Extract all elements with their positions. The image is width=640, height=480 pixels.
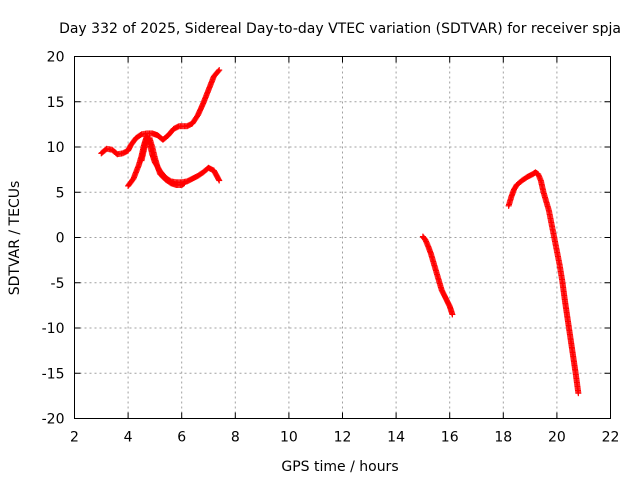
y-tick-label: 5 (56, 185, 65, 201)
y-tick-label: -10 (42, 321, 65, 337)
data-point (575, 390, 582, 397)
x-tick-label: 18 (494, 430, 512, 446)
data-point-sample (180, 180, 187, 187)
chart-title: Day 332 of 2025, Sidereal Day-to-day VTE… (59, 21, 621, 37)
x-tick-label: 16 (441, 430, 459, 446)
grid-lines (74, 56, 611, 419)
y-tick-label: -20 (42, 412, 65, 428)
x-tick-label: 2 (70, 430, 79, 446)
data-point-sample (215, 68, 222, 75)
data-point (449, 311, 456, 318)
y-tick-label: -5 (51, 276, 65, 292)
x-tick-label: 14 (387, 430, 405, 446)
y-axis-label: SDTVAR / TECUs (7, 181, 23, 296)
x-tick-label: 8 (231, 430, 240, 446)
data-points (98, 67, 582, 397)
x-tick-label: 4 (124, 430, 133, 446)
y-tick-label: 20 (47, 50, 65, 66)
x-tick-label: 6 (177, 430, 186, 446)
x-axis-label: GPS time / hours (281, 459, 398, 475)
plot-frame (74, 56, 611, 419)
data-point (216, 67, 223, 74)
y-tick-label: 10 (47, 140, 65, 156)
data-point (181, 180, 188, 187)
axis-ticks: 2 4 6 8 10 12 14 16 18 20 22 -20 -15 -10 -5 0 5 10 15 20 (42, 50, 620, 446)
y-tick-label: 15 (47, 95, 65, 111)
x-tick-label: 10 (280, 430, 298, 446)
data-point (216, 177, 223, 184)
x-tick-label: 20 (548, 430, 566, 446)
x-tick-label: 12 (334, 430, 352, 446)
x-tick-label: 22 (602, 430, 620, 446)
y-tick-label: -15 (42, 366, 65, 382)
y-tick-label: 0 (56, 231, 65, 247)
